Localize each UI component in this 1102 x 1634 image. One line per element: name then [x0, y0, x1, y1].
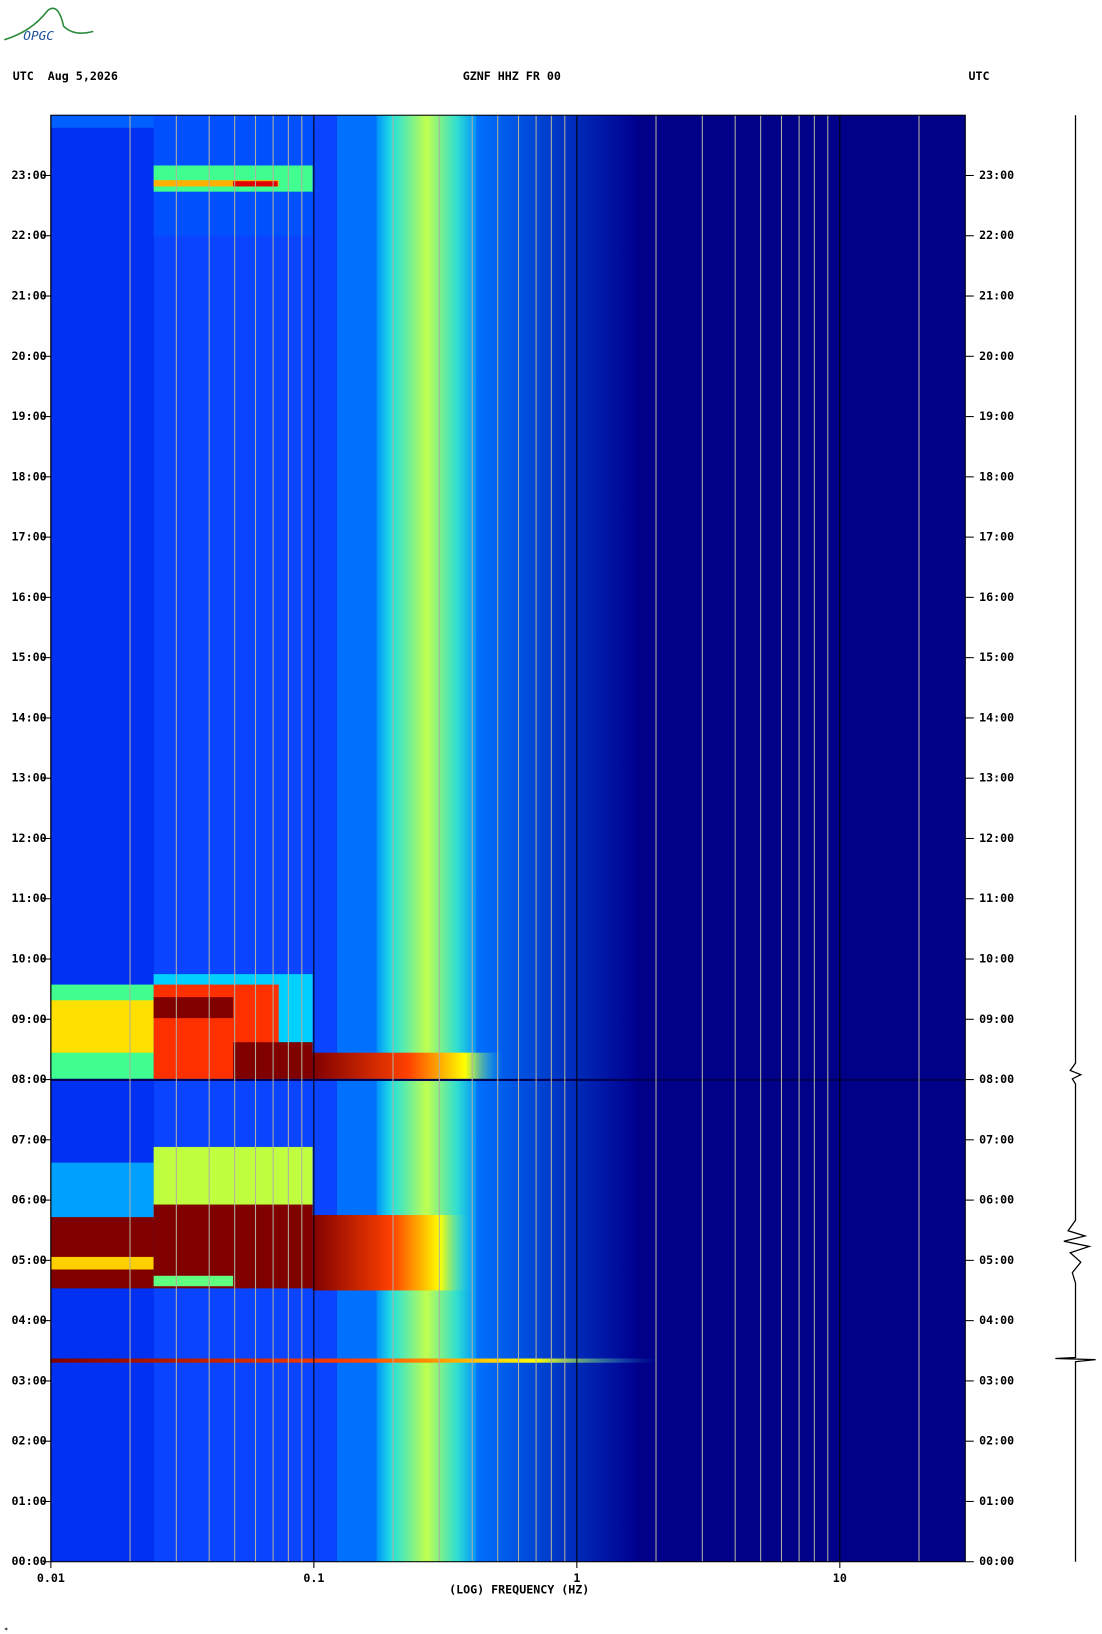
y-tick-label-left: 20:00 [12, 349, 47, 363]
y-tick-label-right: 15:00 [979, 650, 1014, 664]
event [312, 1215, 472, 1291]
y-tick-label-right: 04:00 [979, 1313, 1014, 1327]
y-tick-label-left: 10:00 [12, 952, 47, 966]
y-tick-label-left: 18:00 [12, 469, 47, 483]
y-tick-label-left: 15:00 [12, 650, 47, 664]
y-tick-label-left: 21:00 [12, 289, 47, 303]
logo-curve [4, 7, 94, 41]
y-tick-label-right: 06:00 [979, 1193, 1014, 1207]
event [50, 1217, 154, 1289]
footer-mark: * [4, 1627, 8, 1634]
x-tick-label: 1 [573, 1571, 580, 1585]
x-tick-label: 0.1 [303, 1571, 324, 1585]
y-tick-label-right: 19:00 [979, 409, 1014, 423]
event [50, 1078, 966, 1081]
y-tick-label-right: 16:00 [979, 590, 1014, 604]
grid [50, 115, 920, 1562]
event [50, 1000, 154, 1053]
y-tick-label-left: 00:00 [12, 1554, 47, 1568]
y-tick-label-left: 02:00 [12, 1434, 47, 1448]
y-tick-label-left: 11:00 [12, 891, 47, 905]
y-tick-label-right: 14:00 [979, 710, 1014, 724]
y-tick-label-right: 02:00 [979, 1434, 1014, 1448]
event [153, 997, 234, 1019]
event [153, 165, 313, 192]
y-tick-label-left: 12:00 [12, 831, 47, 845]
event [50, 1162, 154, 1221]
x-tick-label: 10 [833, 1571, 847, 1585]
y-tick-label-left: 04:00 [12, 1313, 47, 1327]
y-tick-label-left: 07:00 [12, 1132, 47, 1146]
event [153, 1275, 234, 1287]
seismogram [1055, 115, 1096, 1562]
event [312, 1052, 504, 1079]
y-tick-label-left: 17:00 [12, 530, 47, 544]
y-tick-label-left: 03:00 [12, 1373, 47, 1387]
y-tick-label-right: 18:00 [979, 469, 1014, 483]
y-tick-label-left: 09:00 [12, 1012, 47, 1026]
y-tick-label-right: 10:00 [979, 952, 1014, 966]
band [50, 115, 154, 1562]
y-tick-label-right: 17:00 [979, 530, 1014, 544]
y-tick-label-right: 23:00 [979, 168, 1014, 182]
band [153, 115, 337, 1562]
logo: OPGC [4, 7, 94, 43]
event [153, 180, 279, 187]
x-axis-label: (LOG) FREQUENCY (HZ) [449, 1583, 589, 1597]
y-tick-label-left: 23:00 [12, 168, 47, 182]
y-tick-label-right: 08:00 [979, 1072, 1014, 1086]
y-tick-label-left: 05:00 [12, 1253, 47, 1267]
y-tick-label-left: 19:00 [12, 409, 47, 423]
y-tick-label-right: 13:00 [979, 771, 1014, 785]
y-tick-label-left: 13:00 [12, 771, 47, 785]
header-right: UTC [968, 69, 989, 83]
band [476, 115, 636, 1562]
band [336, 115, 377, 1562]
y-tick-label-right: 09:00 [979, 1012, 1014, 1026]
y-tick-label-right: 05:00 [979, 1253, 1014, 1267]
y-tick-label-left: 06:00 [12, 1193, 47, 1207]
logo-text: OPGC [23, 28, 54, 43]
header-left: UTC Aug 5,2026 [13, 69, 118, 83]
y-tick-label-right: 22:00 [979, 228, 1014, 242]
header-center: GZNF HHZ FR 00 [463, 69, 561, 83]
y-tick-label-right: 11:00 [979, 891, 1014, 905]
y-tick-label-right: 03:00 [979, 1373, 1014, 1387]
y-tick-label-left: 08:00 [12, 1072, 47, 1086]
y-tick-label-left: 16:00 [12, 590, 47, 604]
y-tick-label-right: 07:00 [979, 1132, 1014, 1146]
event [50, 1358, 657, 1363]
y-tick-label-right: 21:00 [979, 289, 1014, 303]
y-tick-label-left: 14:00 [12, 710, 47, 724]
x-tick-label: 0.01 [37, 1571, 65, 1585]
y-tick-label-right: 01:00 [979, 1494, 1014, 1508]
y-tick-label-right: 20:00 [979, 349, 1014, 363]
event [50, 1256, 154, 1270]
y-tick-label-right: 00:00 [979, 1554, 1014, 1568]
event [153, 1204, 313, 1289]
y-tick-label-left: 01:00 [12, 1494, 47, 1508]
band [376, 115, 477, 1562]
y-tick-label-left: 22:00 [12, 228, 47, 242]
y-tick-label-right: 12:00 [979, 831, 1014, 845]
